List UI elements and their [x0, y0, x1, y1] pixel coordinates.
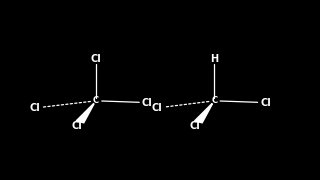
- Text: C: C: [93, 96, 99, 105]
- Text: Cl: Cl: [260, 98, 271, 108]
- Polygon shape: [195, 104, 212, 123]
- Text: Cl: Cl: [151, 103, 162, 113]
- Text: Cl: Cl: [71, 121, 82, 131]
- Polygon shape: [76, 104, 94, 123]
- Text: C: C: [211, 96, 218, 105]
- Text: H: H: [210, 54, 219, 64]
- Text: Cl: Cl: [30, 103, 41, 113]
- Text: Cl: Cl: [142, 98, 153, 108]
- Text: Cl: Cl: [190, 121, 201, 131]
- Text: Cl: Cl: [91, 54, 101, 64]
